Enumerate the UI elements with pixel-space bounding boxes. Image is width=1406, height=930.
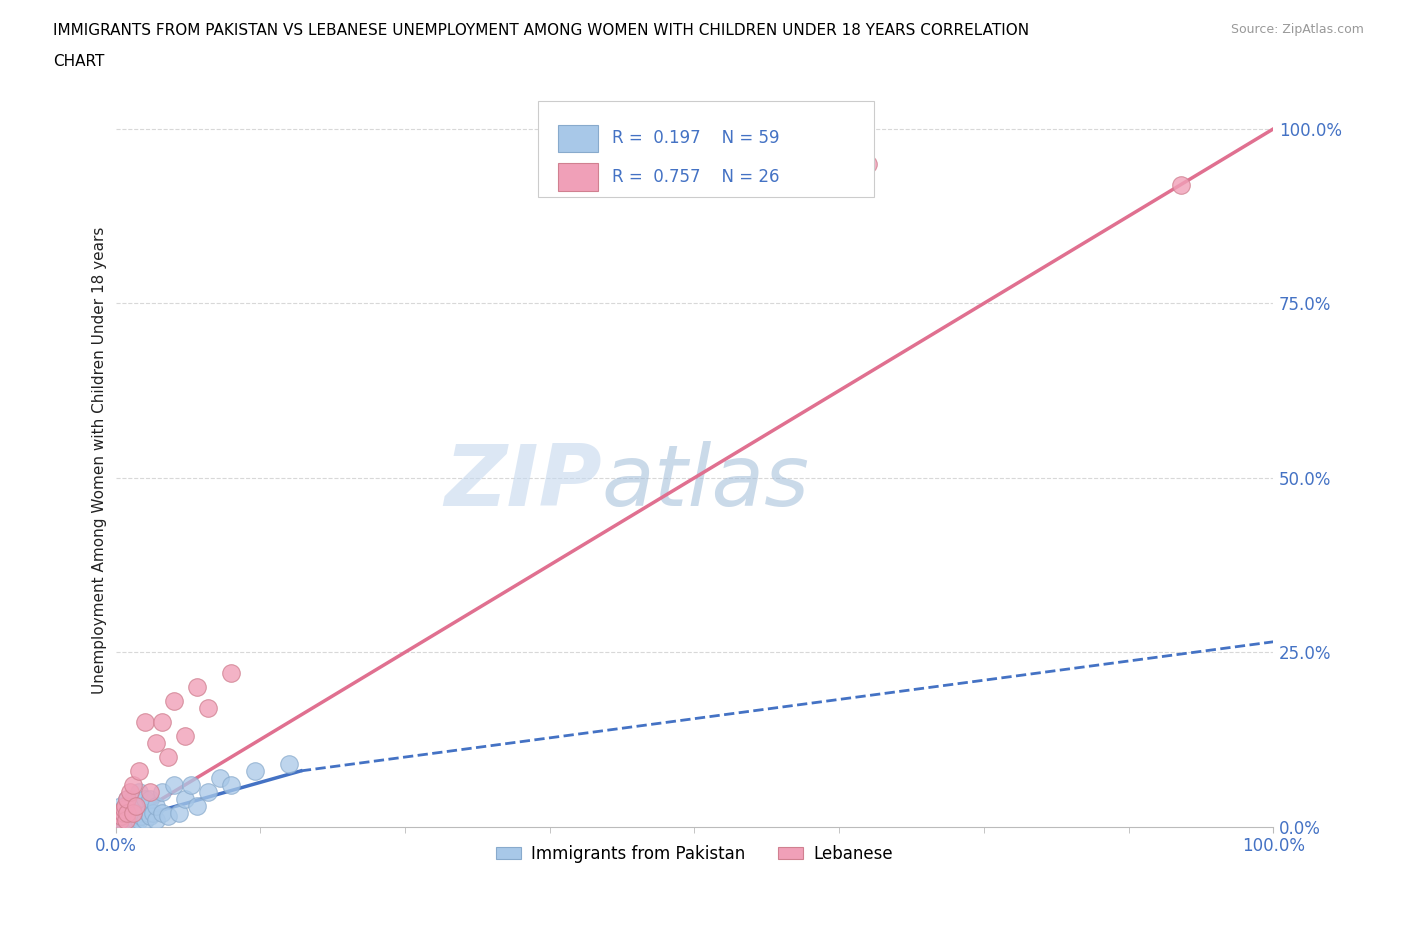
Point bbox=[128, 805, 150, 820]
Point bbox=[122, 805, 145, 820]
Point bbox=[162, 694, 184, 709]
Point bbox=[125, 798, 148, 813]
Point bbox=[136, 805, 159, 820]
Point bbox=[156, 809, 179, 824]
Point bbox=[186, 798, 208, 813]
Point bbox=[156, 750, 179, 764]
Text: IMMIGRANTS FROM PAKISTAN VS LEBANESE UNEMPLOYMENT AMONG WOMEN WITH CHILDREN UNDE: IMMIGRANTS FROM PAKISTAN VS LEBANESE UNE… bbox=[53, 23, 1029, 38]
Point bbox=[111, 802, 134, 817]
Point bbox=[128, 764, 150, 778]
Text: atlas: atlas bbox=[602, 441, 810, 524]
Point bbox=[134, 812, 156, 827]
Point bbox=[110, 809, 132, 824]
Point bbox=[856, 156, 879, 171]
Point bbox=[115, 816, 138, 830]
Point bbox=[122, 809, 145, 824]
Point bbox=[128, 784, 150, 799]
Point bbox=[197, 700, 219, 715]
Text: ZIP: ZIP bbox=[444, 441, 602, 524]
Point bbox=[110, 798, 132, 813]
Legend: Immigrants from Pakistan, Lebanese: Immigrants from Pakistan, Lebanese bbox=[489, 838, 900, 870]
Point bbox=[180, 777, 202, 792]
Point bbox=[118, 784, 141, 799]
Point bbox=[174, 791, 197, 806]
Point bbox=[110, 805, 132, 820]
Point bbox=[150, 714, 173, 729]
Point bbox=[110, 812, 132, 827]
Bar bbox=[558, 125, 599, 153]
Bar bbox=[558, 163, 599, 191]
Point bbox=[129, 809, 152, 824]
Point bbox=[125, 814, 148, 829]
Text: R =  0.757    N = 26: R = 0.757 N = 26 bbox=[612, 168, 780, 186]
Point bbox=[169, 805, 191, 820]
Point bbox=[162, 777, 184, 792]
Point bbox=[110, 814, 132, 829]
Point bbox=[114, 809, 136, 824]
Point bbox=[112, 805, 135, 820]
Point bbox=[110, 816, 132, 830]
Point bbox=[134, 791, 156, 806]
Point bbox=[118, 798, 141, 813]
Point bbox=[110, 805, 132, 820]
Text: R =  0.197    N = 59: R = 0.197 N = 59 bbox=[612, 129, 780, 148]
Point bbox=[150, 805, 173, 820]
Point bbox=[110, 809, 132, 824]
Point bbox=[145, 798, 167, 813]
Point bbox=[114, 798, 136, 813]
Point bbox=[108, 816, 131, 830]
Point bbox=[1170, 178, 1192, 193]
FancyBboxPatch shape bbox=[538, 101, 875, 196]
Text: CHART: CHART bbox=[53, 54, 105, 69]
Point bbox=[128, 812, 150, 827]
Point bbox=[107, 805, 129, 820]
Point bbox=[112, 802, 135, 817]
Point bbox=[114, 816, 136, 830]
Point bbox=[145, 812, 167, 827]
Point bbox=[115, 805, 138, 820]
Point bbox=[134, 714, 156, 729]
Point bbox=[145, 736, 167, 751]
Point bbox=[221, 777, 243, 792]
Point bbox=[112, 812, 135, 827]
Point bbox=[174, 728, 197, 743]
Point bbox=[115, 812, 138, 827]
Point bbox=[139, 784, 162, 799]
Point bbox=[115, 791, 138, 806]
Point bbox=[243, 764, 266, 778]
Point bbox=[111, 816, 134, 830]
Y-axis label: Unemployment Among Women with Children Under 18 years: Unemployment Among Women with Children U… bbox=[93, 227, 107, 694]
Point bbox=[122, 777, 145, 792]
Point bbox=[278, 756, 301, 771]
Point bbox=[125, 798, 148, 813]
Point bbox=[108, 805, 131, 820]
Point bbox=[111, 805, 134, 820]
Point bbox=[115, 814, 138, 829]
Point bbox=[108, 809, 131, 824]
Point bbox=[120, 805, 142, 820]
Point bbox=[115, 802, 138, 817]
Point bbox=[122, 791, 145, 806]
Point bbox=[120, 814, 142, 829]
Point bbox=[150, 784, 173, 799]
Point bbox=[142, 805, 165, 820]
Point bbox=[221, 666, 243, 681]
Point bbox=[139, 809, 162, 824]
Point bbox=[122, 805, 145, 820]
Point bbox=[186, 680, 208, 695]
Point bbox=[197, 784, 219, 799]
Point bbox=[139, 791, 162, 806]
Point bbox=[115, 791, 138, 806]
Point bbox=[110, 812, 132, 827]
Point bbox=[107, 812, 129, 827]
Point bbox=[208, 770, 231, 785]
Point bbox=[115, 805, 138, 820]
Point bbox=[122, 812, 145, 827]
Text: Source: ZipAtlas.com: Source: ZipAtlas.com bbox=[1230, 23, 1364, 36]
Point bbox=[129, 798, 152, 813]
Point bbox=[118, 812, 141, 827]
Point bbox=[115, 812, 138, 827]
